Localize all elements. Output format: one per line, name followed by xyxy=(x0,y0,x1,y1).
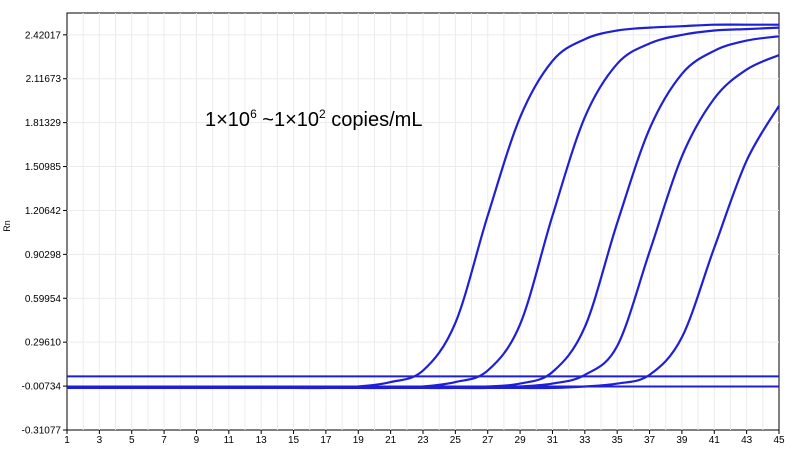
y-tick-label: 0.29610 xyxy=(25,338,62,349)
x-tick-label: 19 xyxy=(353,435,365,446)
x-tick-label: 9 xyxy=(194,435,200,446)
y-axis-label: Rn xyxy=(2,220,12,232)
x-tick-label: 29 xyxy=(515,435,527,446)
x-tick-label: 3 xyxy=(97,435,103,446)
y-tick-label: 1.20642 xyxy=(25,206,62,217)
annotation-tail: copies/mL xyxy=(325,109,423,131)
x-tick-label: 37 xyxy=(644,435,656,446)
annotation-exp1: 6 xyxy=(250,107,257,121)
x-tick-label: 11 xyxy=(224,435,235,446)
y-tick-label: 1.81329 xyxy=(25,118,62,129)
y-tick-label: 1.50985 xyxy=(25,162,62,173)
x-tick-label: 13 xyxy=(256,435,268,446)
x-tick-label: 23 xyxy=(417,435,429,446)
y-tick-label: 0.90298 xyxy=(25,250,62,261)
x-tick-label: 35 xyxy=(612,435,624,446)
x-tick-label: 5 xyxy=(129,435,135,446)
x-axis-ticks: 1 3 5 7 9 11 13 15 17 19 21 23 25 27 29 31 33 35 37 39 41 43 4… xyxy=(64,430,785,446)
amplification-curve xyxy=(67,105,780,390)
annotation-base1: 1×10 xyxy=(205,109,251,131)
annotation-exp2: 2 xyxy=(319,107,326,121)
annotation-mid: ~1×10 xyxy=(256,109,320,131)
y-tick-label: 2.11673 xyxy=(26,74,62,85)
x-tick-label: 45 xyxy=(773,435,785,446)
x-tick-label: 7 xyxy=(161,435,167,446)
y-tick-label: -0.00734 xyxy=(22,382,62,393)
x-tick-label: 17 xyxy=(320,435,332,446)
series-layer xyxy=(67,23,780,390)
y-tick-label: -0.31077 xyxy=(22,426,62,437)
x-tick-label: 15 xyxy=(288,435,300,446)
y-tick-label: 2.42017 xyxy=(25,30,62,41)
y-tick-label: 0.59954 xyxy=(25,294,62,305)
x-tick-label: 41 xyxy=(709,435,721,446)
x-tick-label: 25 xyxy=(450,435,462,446)
x-tick-label: 1 xyxy=(64,435,70,446)
x-tick-label: 27 xyxy=(482,435,494,446)
x-tick-label: 39 xyxy=(676,435,688,446)
x-tick-label: 21 xyxy=(385,435,397,446)
y-axis-ticks: 2.42017 2.11673 1.81329 1.50985 1.20642 0.902… xyxy=(22,30,67,437)
copies-range-annotation: 1×106 ~1×102 copies/mL xyxy=(205,107,422,132)
x-tick-label: 43 xyxy=(741,435,753,446)
x-tick-label: 31 xyxy=(547,435,559,446)
x-tick-label: 33 xyxy=(579,435,591,446)
